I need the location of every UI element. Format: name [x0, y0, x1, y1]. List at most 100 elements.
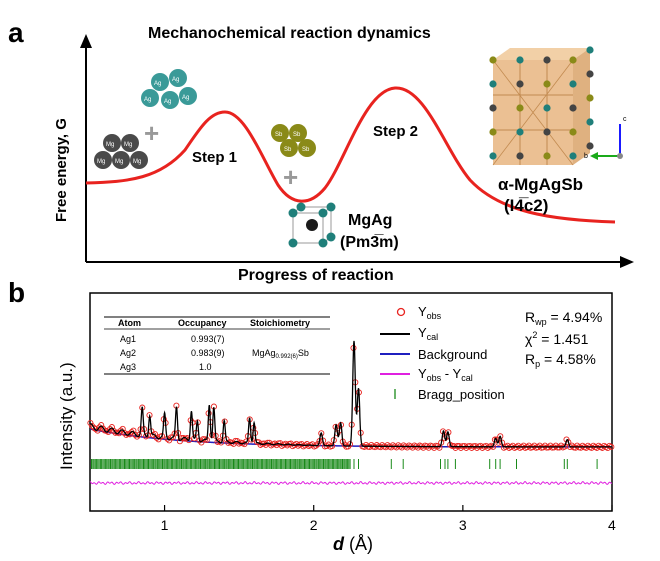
observed-point	[318, 430, 325, 437]
difference-line	[89, 481, 613, 485]
ag-atom-label: Ag	[172, 77, 179, 83]
step1-label: Step 1	[192, 149, 237, 166]
observed-point	[133, 433, 141, 440]
axis-b-label: b	[584, 153, 588, 160]
observed-point	[497, 433, 504, 440]
mgagsb-atom	[516, 104, 524, 112]
panel-a-x-arrow	[620, 256, 634, 268]
mgagsb-atom	[569, 80, 577, 88]
sb-atom-label: Sb	[293, 132, 301, 138]
legend-yobs-marker	[396, 307, 406, 317]
mgagsb-atom	[489, 152, 497, 160]
mgagsb-atom	[586, 142, 594, 150]
observed-point	[176, 438, 183, 445]
observed-point	[110, 427, 117, 434]
mg-atom	[121, 134, 139, 152]
plus-sign: +	[144, 118, 159, 148]
observed-point	[87, 419, 94, 427]
panel-b-x-ticks: 1 2 3 4	[161, 505, 616, 533]
legend-ycal-label: Ycal	[418, 325, 438, 342]
mgagsb-atom	[569, 104, 577, 112]
mgagsb-atom	[516, 152, 524, 160]
ag-atom	[141, 89, 159, 107]
mgagsb-atom	[543, 104, 551, 112]
panel-b-ylabel: Intensity (a.u.)	[57, 362, 76, 470]
mg-atom-label: Mg	[97, 159, 105, 165]
panel-a-title: Mechanochemical reaction dynamics	[148, 25, 431, 42]
table-cell-occupancy: 0.983(9)	[191, 348, 225, 358]
crystal-axis-triad: c b	[584, 116, 627, 160]
sb-atom	[271, 124, 289, 142]
legend-diff-label: Yobs - Ycal	[418, 366, 473, 383]
table-header-occupancy: Occupancy	[178, 318, 227, 328]
ag-atom	[151, 73, 169, 91]
refinement-stats: Rwp = 4.94% χ2 = 1.451 Rp = 4.58%	[525, 309, 602, 369]
stat-rp: Rp = 4.58%	[525, 351, 596, 369]
observed-point	[94, 427, 101, 434]
legend-background-label: Background	[418, 347, 487, 362]
mgagsb-atom	[543, 56, 551, 64]
panel-a-label: a	[8, 17, 24, 48]
panel-b: b Intensity (a.u.) 1 2 3 4 d (Å) Atom Occup…	[8, 277, 616, 554]
panel-a-y-arrow	[80, 34, 92, 48]
table-header-stoichiometry: Stoichiometry	[250, 318, 310, 328]
mgagsb-atom	[489, 80, 497, 88]
product-name: α-MgAgSb	[498, 175, 583, 194]
bragg-position-ticks	[91, 459, 598, 469]
ag-atom	[161, 91, 179, 109]
observed-point	[558, 442, 565, 449]
energy-profile-line	[85, 86, 616, 224]
mg-atom	[112, 151, 130, 169]
panel-b-label: b	[8, 277, 25, 308]
x-tick-label: 4	[608, 517, 616, 533]
observed-point	[191, 435, 198, 442]
ag-atom-label: Ag	[182, 95, 189, 101]
observed-point	[346, 441, 354, 448]
mg-atom-label: Mg	[133, 159, 141, 165]
mgagsb-atom	[569, 128, 577, 136]
observed-point	[167, 434, 175, 441]
mgagsb-atom	[586, 94, 594, 102]
legend-yobs-label: Yobs	[418, 304, 442, 321]
x-tick-label: 1	[161, 517, 169, 533]
legend-bragg-label: Bragg_position	[418, 387, 505, 402]
calculated-line	[89, 340, 612, 448]
mgagsb-atom	[516, 128, 524, 136]
sb-atom-label: Sb	[275, 132, 283, 138]
observed-point	[132, 431, 139, 438]
mgagsb-atom	[543, 128, 551, 136]
ag-atom-label: Ag	[164, 99, 171, 105]
stat-chi-squared: χ2 = 1.451	[525, 330, 589, 347]
step2-label: Step 2	[373, 123, 418, 140]
sb-atom-label: Sb	[284, 147, 292, 153]
observed-point	[108, 424, 115, 431]
mgagsb-atom	[569, 152, 577, 160]
mgagsb-atom	[489, 104, 497, 112]
table-cell-atom: Ag3	[120, 362, 136, 372]
axis-c-label: c	[623, 116, 627, 123]
mgagsb-atom	[516, 56, 524, 64]
observed-point	[436, 444, 443, 451]
x-tick-label: 3	[459, 517, 467, 533]
mgagsb-atom	[569, 56, 577, 64]
mgag-name: MgAg	[348, 212, 392, 229]
ag-atom	[179, 87, 197, 105]
table-cell-stoichiometry: MgAg0.992(6)Sb	[252, 348, 309, 360]
mg-atom-label: Mg	[124, 142, 132, 148]
mgagsb-atom	[586, 118, 594, 126]
mgag-crystal-structure	[288, 202, 336, 248]
mgagsb-atom	[586, 46, 594, 54]
mgagsb-atom	[543, 152, 551, 160]
mg-atom-label: Mg	[115, 159, 123, 165]
mg-atom	[130, 151, 148, 169]
table-cell-atom: Ag2	[120, 348, 136, 358]
panel-b-xlabel: d (Å)	[333, 534, 373, 554]
mg-atom-label: Mg	[106, 142, 114, 148]
stat-rwp: Rwp = 4.94%	[525, 309, 602, 327]
sb-atom-label: Sb	[302, 147, 310, 153]
panel-a: a Mechanochemical reaction dynamics Free…	[8, 17, 634, 284]
occupancy-table: Atom Occupancy Stoichiometry Ag1 0.993(7…	[104, 316, 330, 375]
ag-atoms-cluster: Ag Ag Ag Ag Ag	[141, 69, 197, 109]
ag-atom-label: Ag	[144, 97, 151, 103]
